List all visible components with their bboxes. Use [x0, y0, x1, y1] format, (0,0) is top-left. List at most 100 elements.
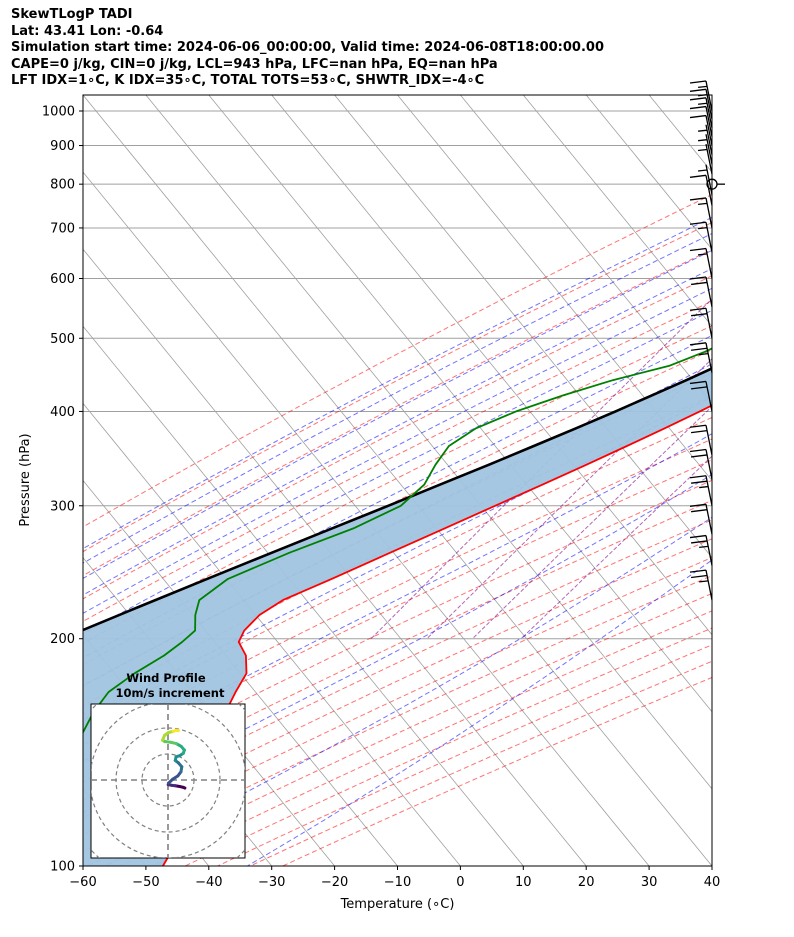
- barb-half: [698, 129, 708, 132]
- wind-barb: [689, 174, 713, 206]
- cape-line: CAPE=0 j/kg, CIN=0 j/kg, LCL=943 hPa, LF…: [11, 56, 498, 72]
- barb-flag: [690, 480, 708, 484]
- dry-adiabat: [83, 275, 712, 600]
- y-tick-label: 200: [50, 632, 75, 647]
- barb-flag: [690, 347, 708, 351]
- barb-flag: [689, 475, 707, 479]
- y-tick-label: 600: [50, 272, 75, 287]
- wind-barb: [689, 105, 713, 137]
- barb-half: [698, 85, 708, 89]
- barb-flag: [690, 386, 708, 390]
- wind-barb: [689, 569, 713, 601]
- dry-adiabat: [83, 194, 712, 528]
- barb-flag: [689, 569, 707, 573]
- isotherm: [83, 402, 461, 866]
- isotherm: [83, 865, 84, 866]
- barb-flag: [690, 540, 708, 544]
- dry-adiabat: [83, 300, 712, 622]
- wind-barb: [689, 307, 713, 339]
- barb-half: [699, 580, 709, 583]
- barb-flag: [690, 281, 708, 286]
- x-tick-label: −50: [132, 875, 159, 890]
- y-tick-label: 300: [50, 499, 75, 514]
- axes: −60 −50 −40 −30 −20 −10 0 10 20 30 40 100 200 300 400 5…: [42, 104, 720, 890]
- wind-barb: [689, 380, 713, 412]
- wind-barb: [698, 164, 713, 195]
- time-line: Simulation start time: 2024-06-06_00:00:…: [11, 40, 604, 56]
- grid-layer: [83, 95, 712, 866]
- dry-adiabat: [83, 459, 712, 765]
- parcel-profile-line: [83, 367, 712, 632]
- moist-adiabat: [83, 287, 712, 614]
- dry-adiabat: [83, 499, 712, 801]
- barb-half: [699, 352, 709, 356]
- barb-staff: [705, 106, 713, 137]
- barb-half: [698, 227, 708, 230]
- barb-half: [699, 485, 709, 489]
- barb-half: [698, 253, 708, 256]
- hodograph-title: Wind Profile: [126, 671, 206, 685]
- wind-barb: [689, 503, 713, 535]
- barb-half: [698, 102, 708, 105]
- x-tick-label: −20: [321, 875, 348, 890]
- x-tick-label: 20: [578, 875, 595, 890]
- barb-flag: [689, 307, 707, 311]
- wind-barb: [689, 342, 713, 373]
- hodograph-subtitle: 10m/s increment: [116, 686, 225, 700]
- x-tick-label: 10: [515, 875, 532, 890]
- barb-flag: [689, 534, 707, 539]
- isotherm: [83, 171, 650, 866]
- wind-barb: [689, 97, 713, 128]
- moist-adiabat: [104, 516, 712, 866]
- barb-staff: [705, 115, 713, 146]
- wind-barb: [689, 197, 713, 229]
- barb-staff: [705, 308, 713, 339]
- wind-barb: [698, 143, 713, 175]
- y-tick-label: 900: [50, 139, 75, 154]
- y-tick-label: 700: [50, 221, 75, 236]
- moist-adiabat: [83, 267, 712, 596]
- x-tick-label: 0: [456, 875, 464, 890]
- barb-flag: [689, 247, 707, 252]
- moist-adiabat: [83, 249, 712, 579]
- y-tick-label: 800: [50, 178, 75, 193]
- isotherm: [648, 95, 712, 173]
- y-tick-label: 500: [50, 332, 75, 347]
- barb-half: [698, 139, 708, 142]
- dry-adiabat: [83, 538, 712, 836]
- y-axis-label: Pressure (hPa): [18, 433, 33, 526]
- index-line: LFT IDX=1∘C, K IDX=35∘C, TOTAL TOTS=53∘C…: [11, 73, 485, 89]
- barb-flag: [689, 503, 707, 507]
- x-axis-label: Temperature (∘C): [340, 897, 455, 912]
- isotherm: [522, 95, 712, 327]
- dry-adiabat: [83, 416, 712, 727]
- y-tick-label: 100: [50, 860, 75, 875]
- isotherm: [711, 95, 712, 96]
- x-tick-label: −10: [384, 875, 411, 890]
- barb-flag: [689, 97, 707, 101]
- isotherm: [83, 325, 524, 866]
- isotherm: [83, 95, 712, 866]
- mixing-ratio-line: [426, 358, 712, 640]
- isotherm: [334, 95, 712, 559]
- x-tick-label: −60: [69, 875, 96, 890]
- barb-flag: [689, 424, 707, 428]
- barb-staff: [705, 342, 713, 373]
- moist-adiabat: [83, 309, 712, 635]
- barb-half: [698, 148, 708, 152]
- moist-adiabat: [83, 473, 712, 814]
- y-tick-label: 400: [50, 405, 75, 420]
- mixing-ratio-line: [520, 455, 712, 640]
- barb-flag: [689, 105, 707, 110]
- wind-barb: [689, 448, 713, 480]
- chart-title: SkewTLogP TADI: [11, 7, 133, 22]
- barb-flag: [689, 380, 707, 385]
- barb-flag: [689, 174, 707, 178]
- y-tick-label: 1000: [42, 104, 75, 119]
- barb-flag: [690, 574, 708, 579]
- barb-half: [698, 169, 708, 172]
- wind-barb: [698, 124, 713, 155]
- x-tick-label: −40: [195, 875, 222, 890]
